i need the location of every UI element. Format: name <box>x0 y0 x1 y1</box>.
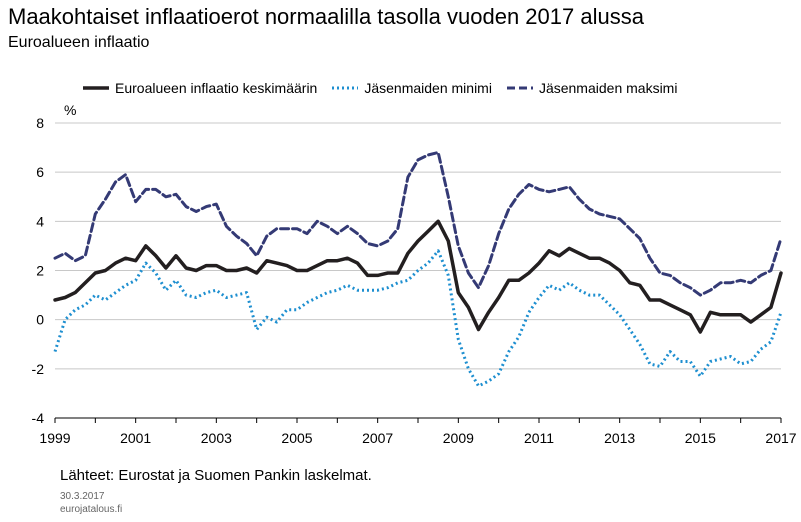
y-tick-label-2: 0 <box>36 312 44 328</box>
legend: Euroalueen inflaatio keskimäärin Jäsenma… <box>82 80 691 96</box>
x-tick-label-2: 2003 <box>201 430 232 446</box>
series-line-2 <box>53 151 783 297</box>
chart-title: Maakohtaiset inflaatioerot normaalilla t… <box>8 4 644 29</box>
y-tick-label-3: 2 <box>36 263 44 279</box>
publish-date: 30.3.2017 <box>60 491 105 502</box>
legend-swatch-dotted-icon <box>332 86 359 90</box>
legend-label-maximum: Jäsenmaiden maksimi <box>538 80 678 96</box>
legend-label-average: Euroalueen inflaatio keskimäärin <box>115 80 318 96</box>
x-tick-label-8: 2015 <box>685 430 716 446</box>
series-line-0 <box>53 219 783 334</box>
y-axis-unit: % <box>64 102 77 118</box>
x-tick-label-3: 2005 <box>281 430 312 446</box>
x-tick-label-0: 1999 <box>39 430 70 446</box>
y-tick-label-0: -4 <box>32 410 45 426</box>
x-tick-label-7: 2013 <box>604 430 635 446</box>
y-tick-label-1: -2 <box>32 361 45 377</box>
site-name: eurojatalous.fi <box>60 504 123 515</box>
legend-item-minimum: Jäsenmaiden minimi <box>331 80 492 96</box>
x-tick-label-1: 2001 <box>120 430 151 446</box>
legend-label-minimum: Jäsenmaiden minimi <box>364 80 492 96</box>
source-note: Lähteet: Eurostat ja Suomen Pankin laske… <box>60 467 372 484</box>
x-tick-label-4: 2007 <box>362 430 393 446</box>
legend-swatch-dashed-icon <box>506 86 533 90</box>
legend-item-maximum: Jäsenmaiden maksimi <box>506 80 678 96</box>
y-tick-label-4: 4 <box>36 213 44 229</box>
x-tick-label-5: 2009 <box>443 430 474 446</box>
chart-subtitle: Euroalueen inflaatio <box>8 34 150 51</box>
y-tick-label-6: 8 <box>36 115 44 131</box>
y-tick-label-5: 6 <box>36 164 44 180</box>
legend-swatch-solid-icon <box>83 86 109 90</box>
legend-item-average: Euroalueen inflaatio keskimäärin <box>82 80 317 96</box>
series-line-1 <box>53 249 783 388</box>
x-tick-label-6: 2011 <box>524 430 554 446</box>
x-tick-label-9: 2017 <box>765 430 796 446</box>
